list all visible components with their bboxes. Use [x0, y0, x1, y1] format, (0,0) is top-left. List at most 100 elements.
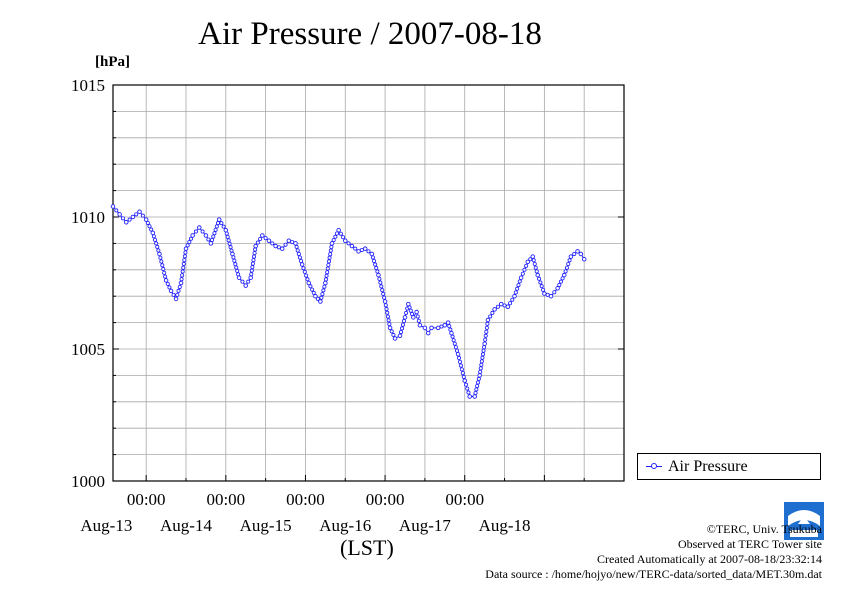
data-point — [482, 345, 487, 350]
data-point — [373, 262, 378, 267]
data-point — [163, 278, 169, 283]
data-point — [477, 373, 482, 378]
data-point — [387, 322, 392, 327]
data-point — [250, 261, 255, 266]
data-point — [181, 261, 186, 266]
x-date-label: Aug-17 — [399, 516, 451, 535]
data-point — [404, 310, 409, 315]
data-point — [435, 325, 441, 331]
data-point — [331, 238, 336, 243]
data-point — [158, 255, 163, 260]
data-point — [328, 252, 333, 257]
data-point — [297, 255, 302, 260]
data-point — [566, 261, 571, 266]
data-point — [249, 268, 254, 273]
data-point — [453, 345, 458, 350]
data-point — [366, 249, 371, 254]
data-point — [168, 288, 174, 294]
data-point — [490, 310, 495, 315]
data-point — [392, 336, 398, 341]
data-point — [524, 263, 529, 268]
data-point — [402, 315, 408, 320]
data-point — [183, 246, 189, 251]
data-point — [457, 359, 462, 364]
data-point — [210, 238, 215, 243]
data-point — [322, 284, 327, 289]
data-point — [127, 217, 132, 222]
x-tick-label: 00:00 — [206, 490, 245, 509]
data-point — [515, 286, 520, 291]
data-point — [343, 238, 348, 244]
data-point — [505, 304, 511, 310]
footer-credits: ©TERC, Univ. Tsukuba Observed at TERC To… — [485, 522, 822, 582]
data-point — [311, 290, 316, 295]
data-point — [294, 244, 299, 249]
x-tick-label: 00:00 — [286, 490, 325, 509]
data-point — [353, 246, 358, 251]
data-point — [323, 277, 328, 282]
data-point — [252, 254, 257, 259]
data-point — [211, 234, 216, 239]
data-point — [387, 325, 393, 331]
data-point — [155, 244, 160, 249]
x-date-label: Aug-15 — [240, 516, 292, 535]
data-point — [216, 217, 222, 222]
data-point — [483, 333, 488, 338]
data-point — [180, 273, 185, 278]
data-point — [572, 251, 577, 256]
data-point — [249, 272, 254, 277]
data-point — [473, 390, 478, 395]
data-point — [575, 249, 580, 254]
data-point — [140, 213, 145, 218]
data-point — [548, 293, 554, 299]
data-point — [429, 325, 434, 331]
data-point — [130, 214, 136, 220]
data-point — [475, 380, 480, 385]
data-point — [319, 295, 324, 300]
data-point — [304, 273, 309, 278]
data-point — [422, 325, 428, 331]
data-point — [563, 269, 568, 274]
data-point — [541, 287, 546, 292]
legend-marker — [651, 463, 657, 469]
data-point — [153, 237, 158, 242]
data-point — [377, 276, 382, 281]
data-point — [258, 236, 263, 241]
data-point — [223, 227, 229, 233]
data-point — [328, 248, 333, 253]
data-point — [525, 259, 531, 265]
data-point — [197, 225, 202, 230]
data-point — [215, 221, 220, 226]
data-point — [533, 265, 538, 270]
data-point — [302, 269, 307, 274]
data-point — [539, 284, 544, 289]
data-point — [159, 259, 164, 264]
data-point — [391, 332, 396, 337]
data-point — [447, 324, 452, 329]
data-point — [213, 227, 218, 232]
x-tick-label: 00:00 — [127, 490, 166, 509]
data-point — [208, 241, 214, 246]
data-point — [149, 227, 154, 232]
data-point — [517, 279, 522, 284]
data-point — [417, 322, 423, 328]
data-point — [528, 257, 533, 262]
data-point — [530, 254, 536, 259]
data-point — [325, 266, 330, 271]
data-point — [190, 233, 195, 238]
data-point — [266, 238, 272, 244]
data-point — [510, 297, 515, 302]
data-point — [472, 394, 477, 399]
data-point — [560, 276, 565, 281]
footer-copyright: ©TERC, Univ. Tsukuba — [706, 522, 822, 536]
data-point — [369, 251, 375, 257]
data-point — [346, 241, 351, 246]
data-point — [402, 319, 407, 324]
data-point — [474, 387, 479, 392]
x-date-label: Aug-16 — [319, 516, 371, 535]
data-point — [399, 330, 404, 335]
data-point — [478, 369, 483, 374]
data-point — [230, 251, 235, 257]
data-point — [225, 234, 230, 239]
data-point — [383, 303, 388, 308]
